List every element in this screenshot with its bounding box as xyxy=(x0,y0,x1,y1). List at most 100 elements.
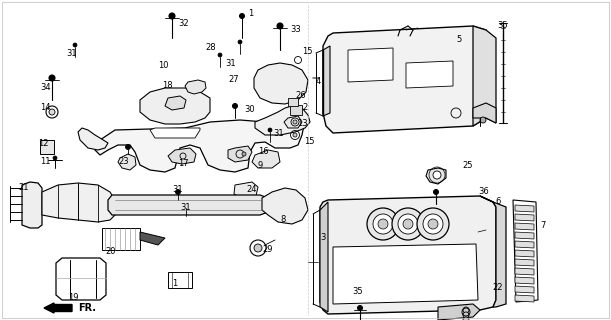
Ellipse shape xyxy=(367,208,399,240)
Ellipse shape xyxy=(417,208,449,240)
Ellipse shape xyxy=(242,152,246,156)
Ellipse shape xyxy=(53,156,57,160)
Polygon shape xyxy=(323,26,488,133)
Text: 11: 11 xyxy=(40,157,51,166)
Text: 9: 9 xyxy=(258,161,263,170)
Text: 34: 34 xyxy=(40,83,51,92)
Text: 1: 1 xyxy=(248,10,253,19)
Ellipse shape xyxy=(480,117,486,123)
Text: 17: 17 xyxy=(178,159,189,169)
FancyArrow shape xyxy=(44,303,72,313)
Text: 28: 28 xyxy=(205,44,216,52)
Text: 31: 31 xyxy=(66,50,76,59)
Polygon shape xyxy=(473,26,496,126)
Polygon shape xyxy=(228,146,252,162)
Text: 31: 31 xyxy=(273,129,284,138)
Polygon shape xyxy=(140,232,165,245)
Ellipse shape xyxy=(398,214,418,234)
Text: 2: 2 xyxy=(302,103,307,113)
Ellipse shape xyxy=(238,40,242,44)
Ellipse shape xyxy=(277,23,283,29)
Text: 35: 35 xyxy=(352,287,362,297)
Ellipse shape xyxy=(392,208,424,240)
Text: 7: 7 xyxy=(540,220,546,229)
Polygon shape xyxy=(22,182,42,228)
Polygon shape xyxy=(515,259,534,266)
Polygon shape xyxy=(168,148,196,164)
Polygon shape xyxy=(515,250,534,257)
Polygon shape xyxy=(262,188,308,224)
Polygon shape xyxy=(515,277,534,284)
Text: 33: 33 xyxy=(290,26,301,35)
Polygon shape xyxy=(515,223,534,230)
Text: 5: 5 xyxy=(456,36,461,44)
Ellipse shape xyxy=(357,306,362,310)
Polygon shape xyxy=(333,244,478,304)
Polygon shape xyxy=(473,103,496,123)
Bar xyxy=(288,98,298,106)
Polygon shape xyxy=(515,286,534,293)
Ellipse shape xyxy=(73,43,77,47)
Text: FR.: FR. xyxy=(78,303,96,313)
Bar xyxy=(290,105,302,115)
Polygon shape xyxy=(234,182,258,198)
Polygon shape xyxy=(150,128,200,138)
Text: 4: 4 xyxy=(316,77,321,86)
Text: 31: 31 xyxy=(172,186,183,195)
Text: 13: 13 xyxy=(297,119,307,129)
Ellipse shape xyxy=(463,312,469,318)
Ellipse shape xyxy=(428,219,438,229)
Ellipse shape xyxy=(423,214,443,234)
Polygon shape xyxy=(185,80,206,94)
Polygon shape xyxy=(515,214,534,221)
Text: 31: 31 xyxy=(225,59,236,68)
Ellipse shape xyxy=(403,219,413,229)
Ellipse shape xyxy=(293,120,297,124)
Text: 8: 8 xyxy=(280,215,285,225)
Polygon shape xyxy=(515,295,534,302)
Polygon shape xyxy=(320,196,496,314)
Text: 12: 12 xyxy=(38,139,48,148)
Text: 10: 10 xyxy=(158,60,169,69)
Ellipse shape xyxy=(268,128,272,132)
Polygon shape xyxy=(348,48,393,82)
Text: 29: 29 xyxy=(262,245,273,254)
Text: 21: 21 xyxy=(18,183,29,193)
Text: 23: 23 xyxy=(118,157,129,166)
Polygon shape xyxy=(42,183,115,222)
Text: 20: 20 xyxy=(105,247,115,257)
Text: 14: 14 xyxy=(40,103,51,113)
Text: 36: 36 xyxy=(478,188,489,196)
Text: 32: 32 xyxy=(178,20,189,28)
Polygon shape xyxy=(426,168,446,184)
Polygon shape xyxy=(95,108,305,172)
Ellipse shape xyxy=(169,13,175,19)
Text: 16: 16 xyxy=(258,148,269,156)
Text: 31: 31 xyxy=(180,204,191,212)
Text: 24: 24 xyxy=(246,186,257,195)
Polygon shape xyxy=(480,196,506,307)
Polygon shape xyxy=(78,128,108,150)
Ellipse shape xyxy=(433,189,439,195)
Text: 25: 25 xyxy=(462,161,472,170)
Polygon shape xyxy=(284,116,302,128)
Polygon shape xyxy=(406,61,453,88)
Polygon shape xyxy=(515,232,534,239)
Ellipse shape xyxy=(373,214,393,234)
Ellipse shape xyxy=(125,145,131,149)
Text: 1: 1 xyxy=(172,278,177,287)
Text: 22: 22 xyxy=(492,284,502,292)
Text: 6: 6 xyxy=(495,197,500,206)
Text: 15: 15 xyxy=(302,47,312,57)
Ellipse shape xyxy=(218,53,222,57)
Text: 15: 15 xyxy=(304,138,315,147)
Ellipse shape xyxy=(378,219,388,229)
Text: 35: 35 xyxy=(497,21,508,30)
Ellipse shape xyxy=(175,189,180,195)
Polygon shape xyxy=(118,154,136,170)
Polygon shape xyxy=(165,96,186,110)
Bar xyxy=(102,228,140,250)
Polygon shape xyxy=(515,268,534,275)
Bar xyxy=(40,140,54,154)
Text: 27: 27 xyxy=(228,76,239,84)
